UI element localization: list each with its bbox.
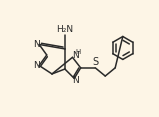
Text: N: N [33,61,40,70]
Text: H₂N: H₂N [56,25,73,34]
Text: N: N [73,76,79,85]
Text: N: N [33,40,40,49]
Text: S: S [92,57,98,67]
Text: H: H [76,49,81,55]
Text: N: N [72,51,79,60]
